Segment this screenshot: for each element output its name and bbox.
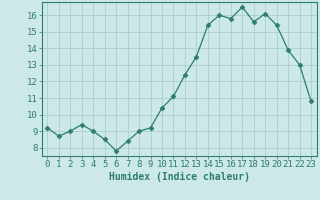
X-axis label: Humidex (Indice chaleur): Humidex (Indice chaleur) xyxy=(109,172,250,182)
